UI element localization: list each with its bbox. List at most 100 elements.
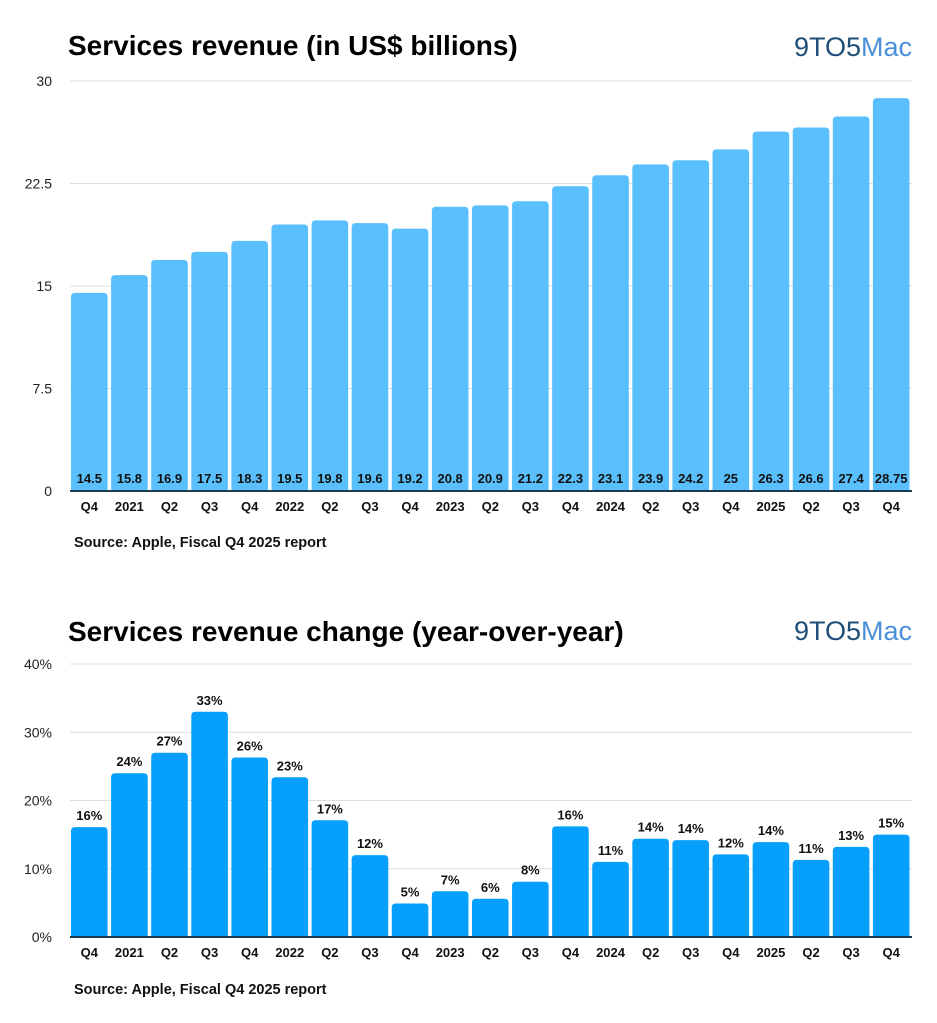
data-label: 23%	[277, 758, 303, 773]
data-label: 28.75	[875, 471, 908, 486]
x-tick-label: Q2	[642, 499, 659, 514]
data-label: 24.2	[678, 471, 703, 486]
x-tick-label: Q2	[161, 499, 178, 514]
bar	[71, 292, 108, 491]
data-label: 14%	[758, 823, 784, 838]
x-tick-label: Q3	[201, 499, 218, 514]
data-label: 14.5	[77, 471, 102, 486]
x-tick-label: Q3	[842, 945, 859, 960]
x-tick-label: 2025	[756, 945, 785, 960]
bar	[512, 881, 549, 937]
x-tick-label: Q2	[321, 499, 338, 514]
data-label: 24%	[116, 754, 142, 769]
x-tick-label: Q4	[722, 945, 740, 960]
bar	[471, 205, 509, 491]
bar	[231, 240, 268, 491]
data-label: 19.6	[357, 471, 382, 486]
data-label: 25	[724, 471, 738, 486]
data-label: 21.2	[518, 471, 543, 486]
data-label: 27.4	[838, 471, 864, 486]
y-tick-label: 30%	[24, 724, 52, 740]
x-tick-label: Q2	[321, 945, 338, 960]
chart-title: Services revenue change (year-over-year)	[68, 616, 624, 647]
bar	[672, 840, 710, 937]
x-tick-label: Q4	[562, 499, 580, 514]
data-label: 33%	[197, 693, 223, 708]
x-tick-label: 2024	[596, 499, 626, 514]
bar	[271, 224, 309, 491]
bar	[391, 903, 429, 937]
bar	[151, 752, 188, 937]
data-label: 12%	[357, 836, 383, 851]
bar	[552, 186, 589, 491]
bar	[672, 160, 710, 491]
data-label: 18.3	[237, 471, 262, 486]
bar	[191, 711, 228, 937]
bar	[391, 228, 429, 491]
x-tick-label: 2024	[596, 945, 626, 960]
data-label: 17%	[317, 801, 343, 816]
x-tick-label: Q2	[802, 945, 819, 960]
y-tick-label: 0	[44, 483, 52, 499]
chart-1: Services revenue (in US$ billions) 9TO5Ma…	[25, 30, 912, 551]
bar	[351, 223, 389, 491]
data-label: 6%	[481, 880, 500, 895]
x-tick-label: Q4	[241, 945, 259, 960]
bar	[592, 175, 629, 492]
x-tick-label: Q4	[883, 499, 901, 514]
chart-title: Services revenue (in US$ billions)	[68, 30, 518, 61]
x-tick-label: Q4	[241, 499, 259, 514]
data-label: 26%	[237, 739, 263, 754]
data-label: 20.8	[437, 471, 462, 486]
y-tick-label: 15	[36, 278, 52, 294]
bar	[271, 777, 309, 937]
data-label: 20.9	[478, 471, 503, 486]
x-tick-label: Q4	[562, 945, 580, 960]
bar	[712, 854, 750, 937]
data-label: 22.3	[558, 471, 583, 486]
x-tick-label: 2023	[436, 499, 465, 514]
bar	[111, 275, 148, 491]
bar	[471, 898, 509, 937]
x-tick-label: Q2	[642, 945, 659, 960]
data-label: 14%	[678, 821, 704, 836]
bar	[151, 260, 188, 491]
y-tick-label: 40%	[24, 656, 52, 672]
bar	[592, 861, 629, 937]
data-label: 26.6	[798, 471, 823, 486]
x-tick-label: Q2	[161, 945, 178, 960]
x-tick-label: Q2	[482, 499, 499, 514]
data-label: 17.5	[197, 471, 222, 486]
y-tick-label: 22.5	[25, 176, 52, 192]
logo-9to5mac: 9TO5Mac	[794, 32, 912, 62]
y-tick-label: 30	[36, 73, 52, 89]
bar	[712, 149, 750, 492]
x-tick-label: Q3	[522, 945, 539, 960]
data-label: 14%	[638, 820, 664, 835]
chart-2: Services revenue change (year-over-year)…	[24, 616, 912, 998]
bar	[351, 855, 389, 937]
y-tick-label: 0%	[32, 929, 52, 945]
logo-9to5mac: 9TO5Mac	[794, 616, 912, 646]
y-tick-label: 10%	[24, 861, 52, 877]
bar	[431, 206, 469, 491]
x-tick-label: 2021	[115, 499, 144, 514]
x-tick-label: Q4	[401, 499, 419, 514]
x-tick-label: Q4	[81, 945, 99, 960]
data-label: 11%	[598, 843, 624, 858]
bar	[752, 131, 790, 492]
x-tick-label: Q4	[81, 499, 99, 514]
bar	[191, 251, 228, 491]
data-label: 16%	[76, 808, 102, 823]
x-tick-label: 2022	[275, 945, 304, 960]
x-tick-label: Q3	[201, 945, 218, 960]
x-tick-label: Q3	[842, 499, 859, 514]
bar	[872, 834, 910, 937]
bar	[752, 842, 790, 937]
data-label: 16.9	[157, 471, 182, 486]
x-tick-label: Q3	[361, 499, 378, 514]
data-label: 12%	[718, 835, 744, 850]
x-tick-label: Q4	[883, 945, 901, 960]
data-label: 16%	[557, 807, 583, 822]
